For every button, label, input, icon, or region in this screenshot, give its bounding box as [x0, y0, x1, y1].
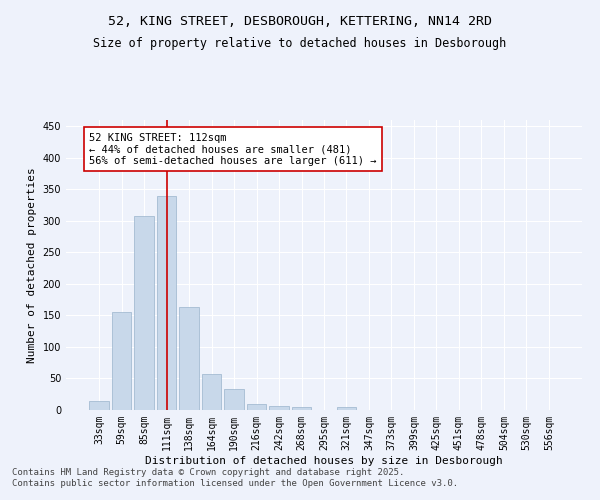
Bar	[224, 389, 244, 410]
Bar	[134, 216, 154, 410]
Bar	[157, 196, 176, 410]
Bar	[112, 312, 131, 410]
Text: 52, KING STREET, DESBOROUGH, KETTERING, NN14 2RD: 52, KING STREET, DESBOROUGH, KETTERING, …	[108, 15, 492, 28]
X-axis label: Distribution of detached houses by size in Desborough: Distribution of detached houses by size …	[145, 456, 503, 466]
Text: Size of property relative to detached houses in Desborough: Size of property relative to detached ho…	[94, 38, 506, 51]
Bar	[247, 404, 266, 410]
Text: 52 KING STREET: 112sqm
← 44% of detached houses are smaller (481)
56% of semi-de: 52 KING STREET: 112sqm ← 44% of detached…	[89, 132, 376, 166]
Bar	[337, 408, 356, 410]
Bar	[202, 374, 221, 410]
Bar	[269, 406, 289, 410]
Text: Contains HM Land Registry data © Crown copyright and database right 2025.
Contai: Contains HM Land Registry data © Crown c…	[12, 468, 458, 487]
Bar	[179, 307, 199, 410]
Y-axis label: Number of detached properties: Number of detached properties	[27, 167, 37, 363]
Bar	[89, 400, 109, 410]
Bar	[292, 407, 311, 410]
